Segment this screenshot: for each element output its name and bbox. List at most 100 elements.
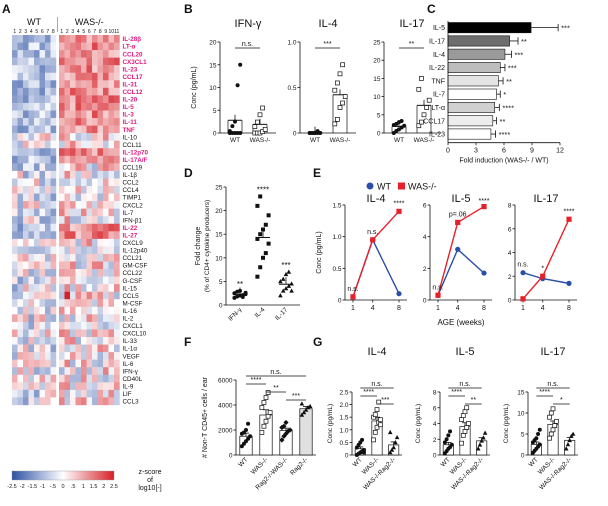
heatmap-cell [12, 246, 18, 255]
panel-f-y-tick-label: 6000 [218, 378, 233, 385]
heatmap-cell [23, 178, 29, 187]
heatmap-cell [28, 261, 35, 270]
heatmap-cell [70, 367, 76, 375]
heatmap-cell [75, 246, 82, 255]
heatmap-cell [81, 95, 87, 104]
heatmap-cell [12, 367, 18, 375]
heatmap-row-label: TNF [123, 127, 135, 134]
heatmap-cell [34, 125, 40, 134]
heatmap-cell [28, 42, 35, 51]
heatmap-cell [75, 208, 82, 217]
heatmap-cell [64, 374, 71, 383]
heatmap-cell [114, 359, 120, 368]
heatmap-cell [17, 110, 24, 119]
heatmap-cell [103, 314, 109, 323]
data-point-was [260, 105, 265, 111]
heatmap-cell [108, 208, 115, 217]
series-point-wt [520, 270, 526, 276]
panel-d-ylabel: (% of CD4+ cytokine producers) [204, 200, 211, 292]
heatmap-cell [64, 80, 71, 89]
bar [447, 48, 506, 60]
heatmap-cell [114, 253, 120, 262]
heatmap-cell [17, 35, 24, 43]
heatmap-row-label: IL-17A/F [123, 157, 148, 164]
panel-b-category-label: WT [230, 137, 240, 144]
heatmap-cell [23, 367, 29, 375]
heatmap-cell [64, 57, 71, 66]
heatmap-cell [86, 329, 93, 338]
heatmap-cell [97, 110, 104, 119]
heatmap-cell [17, 148, 24, 156]
sample-number: 4 [30, 29, 33, 35]
panel-b-title: IL-4 [319, 18, 338, 30]
data-point [462, 409, 468, 415]
heatmap-cell [81, 231, 87, 240]
heatmap-cell [108, 367, 115, 375]
panel-f-y-tick-label: 4000 [218, 403, 233, 410]
heatmap-cell [64, 276, 71, 285]
heatmap-cell [34, 102, 40, 111]
heatmap-cell [39, 329, 46, 338]
heatmap-cell [45, 397, 51, 406]
heatmap-cell [34, 314, 40, 323]
heatmap-cell [86, 186, 93, 194]
data-point [258, 265, 263, 270]
colorbar-tick-label: -2.5 [7, 484, 16, 490]
heatmap-cell [92, 367, 98, 375]
heatmap-row-label: CCL21 [123, 255, 143, 262]
heatmap-cell [45, 102, 51, 111]
heatmap-cell [39, 246, 46, 255]
heatmap-cell [17, 299, 24, 307]
heatmap-cell [50, 50, 57, 58]
heatmap-cell [92, 65, 98, 73]
heatmap-cell [28, 80, 35, 89]
panel-b-y-tick-label: 10 [373, 94, 381, 101]
panel-g-y-tick-label: 0 [521, 453, 525, 460]
heatmap-cell [108, 337, 115, 345]
heatmap-cell [59, 102, 65, 111]
heatmap-cell [39, 201, 46, 209]
heatmap-cell [45, 95, 51, 104]
heatmap-cell [64, 155, 71, 164]
heatmap-cell [108, 269, 115, 277]
heatmap-cell [45, 253, 51, 262]
heatmap-cell [86, 314, 93, 323]
heatmap-cell [70, 163, 76, 172]
heatmap-cell [97, 87, 104, 96]
heatmap-cell [64, 50, 71, 58]
panel-g-y-tick-label: 8 [433, 390, 437, 397]
heatmap-cell [28, 359, 35, 368]
data-point [255, 236, 260, 241]
heatmap-cell [39, 140, 46, 149]
panel-letter-b: B [184, 2, 193, 16]
heatmap-cell [92, 42, 98, 51]
heatmap-cell [75, 170, 82, 179]
heatmap-cell [81, 352, 87, 360]
heatmap-cell [86, 238, 93, 247]
panel-e-tick-label: 4 [541, 305, 545, 312]
heatmap-cell [92, 186, 98, 194]
heatmap-cell [23, 148, 29, 156]
heatmap-cell [114, 201, 120, 209]
heatmap-cell [103, 367, 109, 375]
panel-g-y-tick-label: 2.5 [339, 390, 348, 397]
panel-e-y-tick-label: 0 [423, 298, 427, 305]
heatmap-cell [12, 155, 18, 164]
heatmap-cell [86, 344, 93, 353]
sample-number: 3 [71, 29, 74, 35]
heatmap-cell [81, 125, 87, 134]
heatmap-cell [23, 65, 29, 73]
heatmap-cell [108, 35, 115, 43]
heatmap-cell [108, 155, 115, 164]
heatmap-cell [17, 352, 24, 360]
heatmap-cell [86, 291, 93, 300]
heatmap-row-label: CXCL1 [123, 323, 144, 330]
data-point [548, 410, 554, 416]
legend-marker-was [398, 182, 405, 190]
series-line-wt [522, 272, 570, 285]
bar [447, 62, 501, 74]
heatmap-cell [103, 382, 109, 391]
heatmap-cell [81, 170, 87, 179]
data-point [307, 403, 313, 409]
heatmap-cell [59, 306, 65, 315]
